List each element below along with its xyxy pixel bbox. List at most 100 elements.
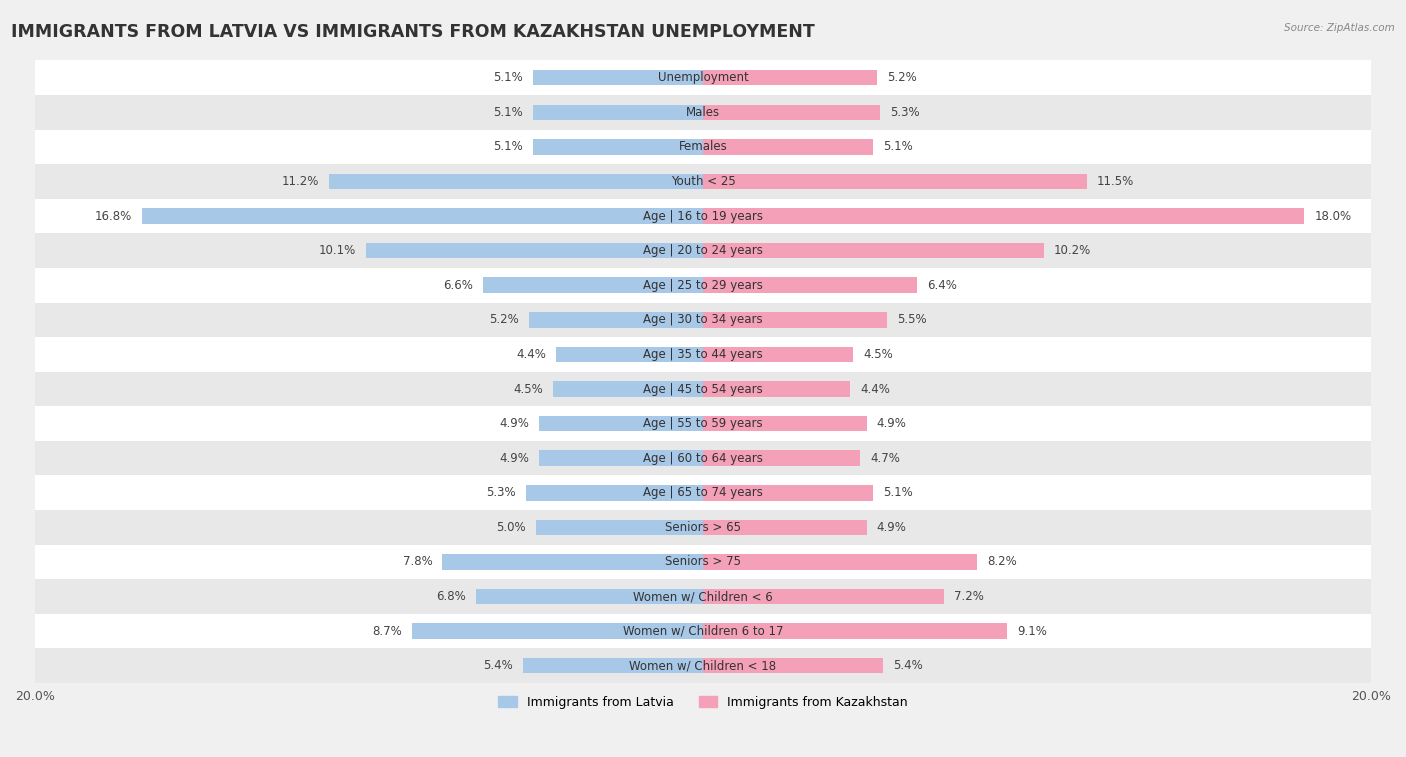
Text: Source: ZipAtlas.com: Source: ZipAtlas.com xyxy=(1284,23,1395,33)
Text: 18.0%: 18.0% xyxy=(1315,210,1351,223)
Text: Age | 55 to 59 years: Age | 55 to 59 years xyxy=(643,417,763,430)
Text: 7.2%: 7.2% xyxy=(953,590,983,603)
Text: 10.1%: 10.1% xyxy=(318,245,356,257)
Bar xyxy=(703,416,866,431)
Bar xyxy=(703,450,860,466)
Bar xyxy=(35,475,1371,510)
Text: 4.4%: 4.4% xyxy=(860,382,890,395)
Legend: Immigrants from Latvia, Immigrants from Kazakhstan: Immigrants from Latvia, Immigrants from … xyxy=(494,691,912,714)
Text: Women w/ Children 6 to 17: Women w/ Children 6 to 17 xyxy=(623,625,783,637)
Text: 5.5%: 5.5% xyxy=(897,313,927,326)
Text: 4.5%: 4.5% xyxy=(513,382,543,395)
Bar xyxy=(35,544,1371,579)
Bar xyxy=(35,61,1371,95)
Text: 5.1%: 5.1% xyxy=(494,106,523,119)
Bar xyxy=(703,347,853,362)
Bar xyxy=(703,485,873,500)
Text: 11.2%: 11.2% xyxy=(281,175,319,188)
Text: 5.1%: 5.1% xyxy=(494,71,523,84)
Text: 4.9%: 4.9% xyxy=(499,417,529,430)
Text: 5.4%: 5.4% xyxy=(893,659,924,672)
Text: Age | 45 to 54 years: Age | 45 to 54 years xyxy=(643,382,763,395)
Bar xyxy=(475,589,703,604)
Bar xyxy=(35,95,1371,129)
Bar xyxy=(482,278,703,293)
Text: 5.4%: 5.4% xyxy=(482,659,513,672)
Bar xyxy=(533,139,703,154)
Text: Age | 65 to 74 years: Age | 65 to 74 years xyxy=(643,486,763,500)
Text: 11.5%: 11.5% xyxy=(1097,175,1135,188)
Bar xyxy=(35,579,1371,614)
Text: 10.2%: 10.2% xyxy=(1053,245,1091,257)
Bar xyxy=(703,278,917,293)
Bar xyxy=(35,233,1371,268)
Bar xyxy=(703,623,1007,639)
Bar xyxy=(703,173,1087,189)
Bar xyxy=(35,199,1371,233)
Bar xyxy=(553,382,703,397)
Text: Age | 20 to 24 years: Age | 20 to 24 years xyxy=(643,245,763,257)
Bar xyxy=(540,450,703,466)
Text: 5.1%: 5.1% xyxy=(494,140,523,154)
Bar xyxy=(703,243,1043,258)
Bar xyxy=(523,658,703,674)
Bar xyxy=(703,70,877,86)
Text: Age | 60 to 64 years: Age | 60 to 64 years xyxy=(643,452,763,465)
Text: 5.3%: 5.3% xyxy=(486,486,516,500)
Text: 5.2%: 5.2% xyxy=(489,313,519,326)
Bar xyxy=(703,312,887,328)
Bar xyxy=(35,441,1371,475)
Bar xyxy=(703,104,880,120)
Bar xyxy=(142,208,703,224)
Text: Unemployment: Unemployment xyxy=(658,71,748,84)
Bar xyxy=(703,208,1305,224)
Text: Seniors > 65: Seniors > 65 xyxy=(665,521,741,534)
Bar xyxy=(35,129,1371,164)
Text: Women w/ Children < 6: Women w/ Children < 6 xyxy=(633,590,773,603)
Bar xyxy=(35,268,1371,303)
Bar xyxy=(35,303,1371,337)
Text: Youth < 25: Youth < 25 xyxy=(671,175,735,188)
Text: Age | 16 to 19 years: Age | 16 to 19 years xyxy=(643,210,763,223)
Bar xyxy=(703,382,851,397)
Text: 4.9%: 4.9% xyxy=(877,521,907,534)
Bar xyxy=(35,372,1371,407)
Text: 5.2%: 5.2% xyxy=(887,71,917,84)
Bar xyxy=(35,649,1371,683)
Bar xyxy=(35,407,1371,441)
Text: 9.1%: 9.1% xyxy=(1017,625,1047,637)
Bar xyxy=(703,589,943,604)
Text: 8.7%: 8.7% xyxy=(373,625,402,637)
Text: 4.9%: 4.9% xyxy=(499,452,529,465)
Bar xyxy=(366,243,703,258)
Bar xyxy=(529,312,703,328)
Bar xyxy=(35,510,1371,544)
Bar xyxy=(35,614,1371,649)
Text: 6.4%: 6.4% xyxy=(927,279,956,291)
Text: 4.9%: 4.9% xyxy=(877,417,907,430)
Text: Women w/ Children < 18: Women w/ Children < 18 xyxy=(630,659,776,672)
Bar xyxy=(703,658,883,674)
Text: Females: Females xyxy=(679,140,727,154)
Text: 4.5%: 4.5% xyxy=(863,348,893,361)
Text: Males: Males xyxy=(686,106,720,119)
Text: 4.7%: 4.7% xyxy=(870,452,900,465)
Bar xyxy=(703,139,873,154)
Text: 5.1%: 5.1% xyxy=(883,486,912,500)
Text: Age | 35 to 44 years: Age | 35 to 44 years xyxy=(643,348,763,361)
Bar xyxy=(703,519,866,535)
Text: Seniors > 75: Seniors > 75 xyxy=(665,556,741,569)
Text: 7.8%: 7.8% xyxy=(402,556,433,569)
Bar xyxy=(412,623,703,639)
Text: IMMIGRANTS FROM LATVIA VS IMMIGRANTS FROM KAZAKHSTAN UNEMPLOYMENT: IMMIGRANTS FROM LATVIA VS IMMIGRANTS FRO… xyxy=(11,23,815,41)
Text: 5.3%: 5.3% xyxy=(890,106,920,119)
Bar xyxy=(35,164,1371,199)
Bar xyxy=(703,554,977,570)
Bar xyxy=(536,519,703,535)
Bar xyxy=(540,416,703,431)
Text: 6.6%: 6.6% xyxy=(443,279,472,291)
Text: Age | 30 to 34 years: Age | 30 to 34 years xyxy=(643,313,763,326)
Bar xyxy=(526,485,703,500)
Bar xyxy=(443,554,703,570)
Text: 16.8%: 16.8% xyxy=(94,210,132,223)
